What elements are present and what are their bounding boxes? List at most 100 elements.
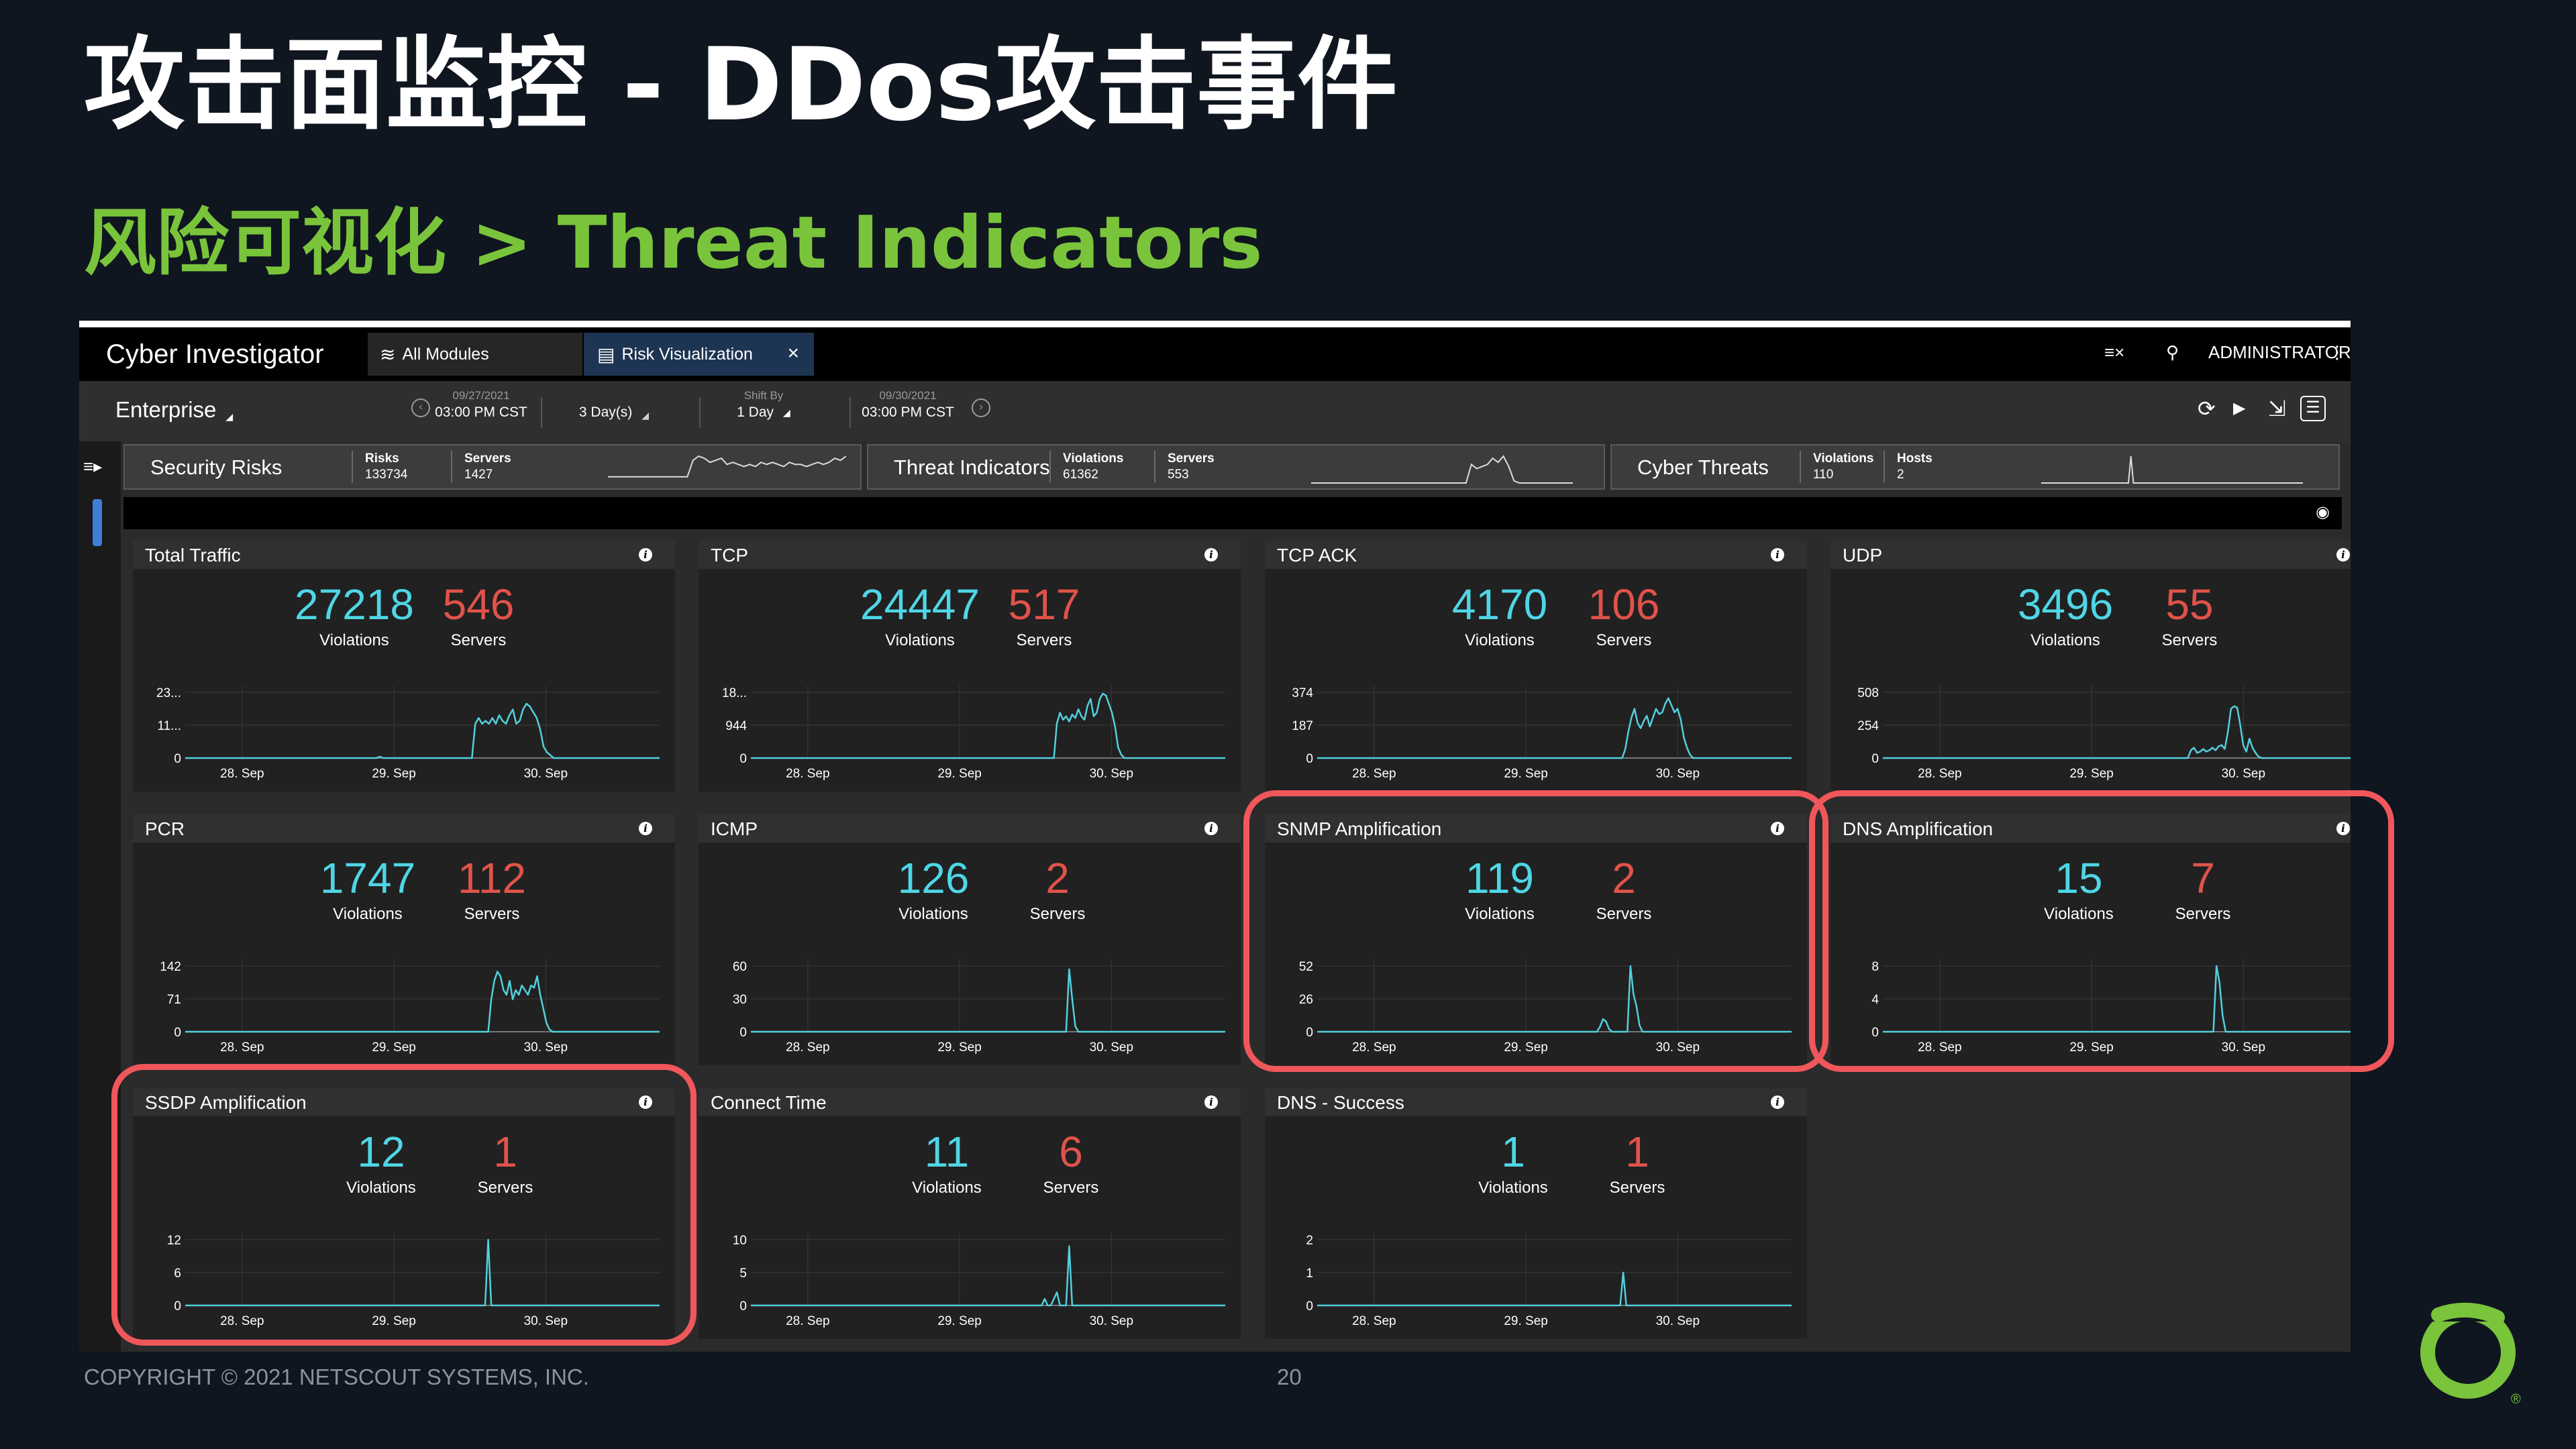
series-line — [751, 692, 1225, 759]
summary-stat: Hosts 2 — [1897, 451, 1933, 483]
servers-count: 1 — [493, 1128, 517, 1176]
info-icon[interactable]: i — [1771, 1095, 1784, 1109]
y-tick-label: 26 — [1299, 993, 1313, 1007]
caret-down-icon: ◢ — [641, 410, 650, 421]
summary-label: Cyber Threats — [1637, 455, 1769, 479]
info-icon[interactable]: i — [639, 822, 652, 835]
y-tick-label: 187 — [1292, 719, 1313, 733]
range-selector[interactable]: 3 Day(s) ◢ — [557, 404, 671, 421]
info-icon[interactable]: i — [2336, 822, 2350, 835]
info-icon[interactable]: i — [1771, 548, 1784, 561]
panel-chart: 18... 944 0 28. Sep 29. Sep 30. Sep — [722, 686, 1225, 781]
panel-title: Total Traffic — [145, 545, 241, 566]
violations-count: 126 — [897, 854, 970, 902]
panel-snmp-amplification[interactable]: SNMP Amplification i 119 2 Violations Servers… — [1265, 814, 1807, 1065]
violations-count: 11 — [924, 1128, 970, 1176]
panel-header: SNMP Amplification i — [1265, 814, 1807, 843]
info-icon[interactable]: i — [639, 1095, 652, 1109]
info-icon[interactable]: i — [2336, 548, 2350, 561]
shift-label: Shift By — [743, 389, 784, 402]
panel-tcp-ack[interactable]: TCP ACK i 4170 106 Violations Servers 374 187 0 2… — [1265, 541, 1807, 792]
scope-selector[interactable]: Enterprise ◢ — [115, 397, 233, 423]
servers-label: Servers — [1609, 1179, 1665, 1197]
expand-sidebar-icon[interactable]: ≡▸ — [83, 456, 103, 476]
summary-threat-indicators[interactable]: Threat Indicators Violations 61362 Servers 5… — [867, 444, 1605, 490]
panel-header: DNS - Success i — [1265, 1088, 1807, 1116]
panel-udp[interactable]: UDP i 3496 55 Violations Servers 508 254 0 28. Se… — [1831, 541, 2351, 792]
panel-chart: 52 26 0 28. Sep 29. Sep 30. Sep — [1299, 959, 1792, 1055]
info-icon[interactable]: i — [639, 548, 652, 561]
servers-count: 2 — [1612, 854, 1636, 902]
x-tick-label: 30. Sep — [1090, 767, 1134, 781]
x-tick-label: 30. Sep — [1656, 1040, 1700, 1055]
series-line — [1317, 697, 1792, 759]
end-time[interactable]: 09/30/2021 03:00 PM CST — [858, 388, 958, 421]
summary-security-risks[interactable]: Security Risks Risks 133734 Servers 1427 — [123, 444, 862, 490]
divider — [451, 451, 452, 483]
violations-count: 1 — [1501, 1128, 1525, 1176]
panel-dns-success[interactable]: DNS - Success i 1 1 Violations Servers 2 1 0 28. … — [1265, 1088, 1807, 1339]
summary-stat: Servers 553 — [1168, 451, 1215, 483]
tab-risk-visualization[interactable]: ▤ Risk Visualization × — [584, 333, 814, 376]
panel-ssdp-amplification[interactable]: SSDP Amplification i 12 1 Violations Servers 1… — [133, 1088, 675, 1339]
panel-header: ICMP i — [699, 814, 1241, 843]
x-tick-label: 28. Sep — [1918, 1040, 1962, 1055]
panel-header: SSDP Amplification i — [133, 1088, 675, 1116]
divider — [1154, 451, 1155, 483]
user-menu[interactable]: ADMINISTRATOR — [2208, 342, 2351, 362]
chart-icon: ▤ — [597, 343, 615, 365]
caret-down-icon: ◢ — [225, 411, 234, 422]
search-icon[interactable]: ⚲ — [2166, 342, 2179, 362]
highlight-ssdp-amplification — [111, 1064, 697, 1346]
divider — [1049, 451, 1051, 483]
sidebar-indicator[interactable] — [93, 499, 102, 546]
panel-total-traffic[interactable]: Total Traffic i 27218 546 Violations Servers 2… — [133, 541, 675, 792]
eye-icon[interactable]: ◉ — [2316, 503, 2330, 521]
info-icon[interactable]: i — [1204, 548, 1218, 561]
panel-dns-amplification[interactable]: DNS Amplification i 15 7 Violations Servers 8 4… — [1831, 814, 2351, 1065]
refresh-icon[interactable]: ⟳ — [2198, 396, 2216, 421]
stat-key: Hosts — [1897, 451, 1933, 466]
y-tick-label: 0 — [1306, 752, 1313, 766]
y-tick-label: 12 — [167, 1234, 181, 1248]
violations-label: Violations — [1478, 1179, 1548, 1197]
stat-value: 2 — [1897, 468, 1904, 482]
y-tick-label: 0 — [739, 752, 747, 766]
end-date: 09/30/2021 — [879, 389, 937, 402]
info-icon[interactable]: i — [1204, 1095, 1218, 1109]
y-tick-label: 8 — [1871, 960, 1879, 974]
shift-selector[interactable]: Shift By 1 Day ◢ — [717, 388, 811, 421]
panel-header: Total Traffic i — [133, 541, 675, 569]
servers-label: Servers — [1596, 905, 1652, 923]
panel-tcp[interactable]: TCP i 24447 517 Violations Servers 18... 944 0 28… — [699, 541, 1241, 792]
series-line — [751, 968, 1225, 1033]
y-tick-label: 23... — [156, 686, 181, 700]
panel-title: Connect Time — [711, 1092, 827, 1113]
panel-pcr[interactable]: PCR i 1747 112 Violations Servers 142 71 0 28. Se… — [133, 814, 675, 1065]
summary-cyber-threats[interactable]: Cyber Threats Violations 110 Hosts 2 — [1610, 444, 2340, 490]
chevron-right-icon[interactable]: › — [972, 398, 990, 417]
info-icon[interactable]: i — [1204, 822, 1218, 835]
export-icon[interactable]: ⇲ — [2268, 396, 2286, 421]
info-icon[interactable]: i — [1771, 822, 1784, 835]
panel-chart: 12 6 0 28. Sep 29. Sep 30. Sep — [167, 1233, 660, 1328]
kebab-menu-icon[interactable]: ⋮ — [2328, 342, 2346, 362]
y-tick-label: 0 — [174, 1299, 181, 1313]
panel-connect-time[interactable]: Connect Time i 11 6 Violations Servers 10 5 0 28.… — [699, 1088, 1241, 1339]
panel-title: TCP ACK — [1277, 545, 1357, 566]
start-time[interactable]: 09/27/2021 03:00 PM CST — [431, 388, 531, 421]
y-tick-label: 0 — [174, 752, 181, 766]
play-icon[interactable]: ▶ — [2233, 399, 2246, 417]
panel-icmp[interactable]: ICMP i 126 2 Violations Servers 60 30 0 28. Sep 29… — [699, 814, 1241, 1065]
servers-label: Servers — [450, 631, 507, 649]
close-icon[interactable]: × — [787, 342, 799, 364]
x-tick-label: 28. Sep — [786, 1314, 830, 1328]
chevron-left-icon[interactable]: ‹ — [411, 398, 430, 417]
menu-icon[interactable]: ☰ — [2300, 396, 2326, 421]
servers-count: 7 — [2191, 854, 2215, 902]
summary-stat: Risks 133734 — [365, 451, 407, 483]
stat-key: Violations — [1063, 451, 1124, 466]
y-tick-label: 71 — [167, 993, 181, 1007]
tab-all-modules[interactable]: ≋ All Modules — [368, 333, 582, 376]
collapse-icon[interactable]: ≡× — [2104, 342, 2125, 362]
